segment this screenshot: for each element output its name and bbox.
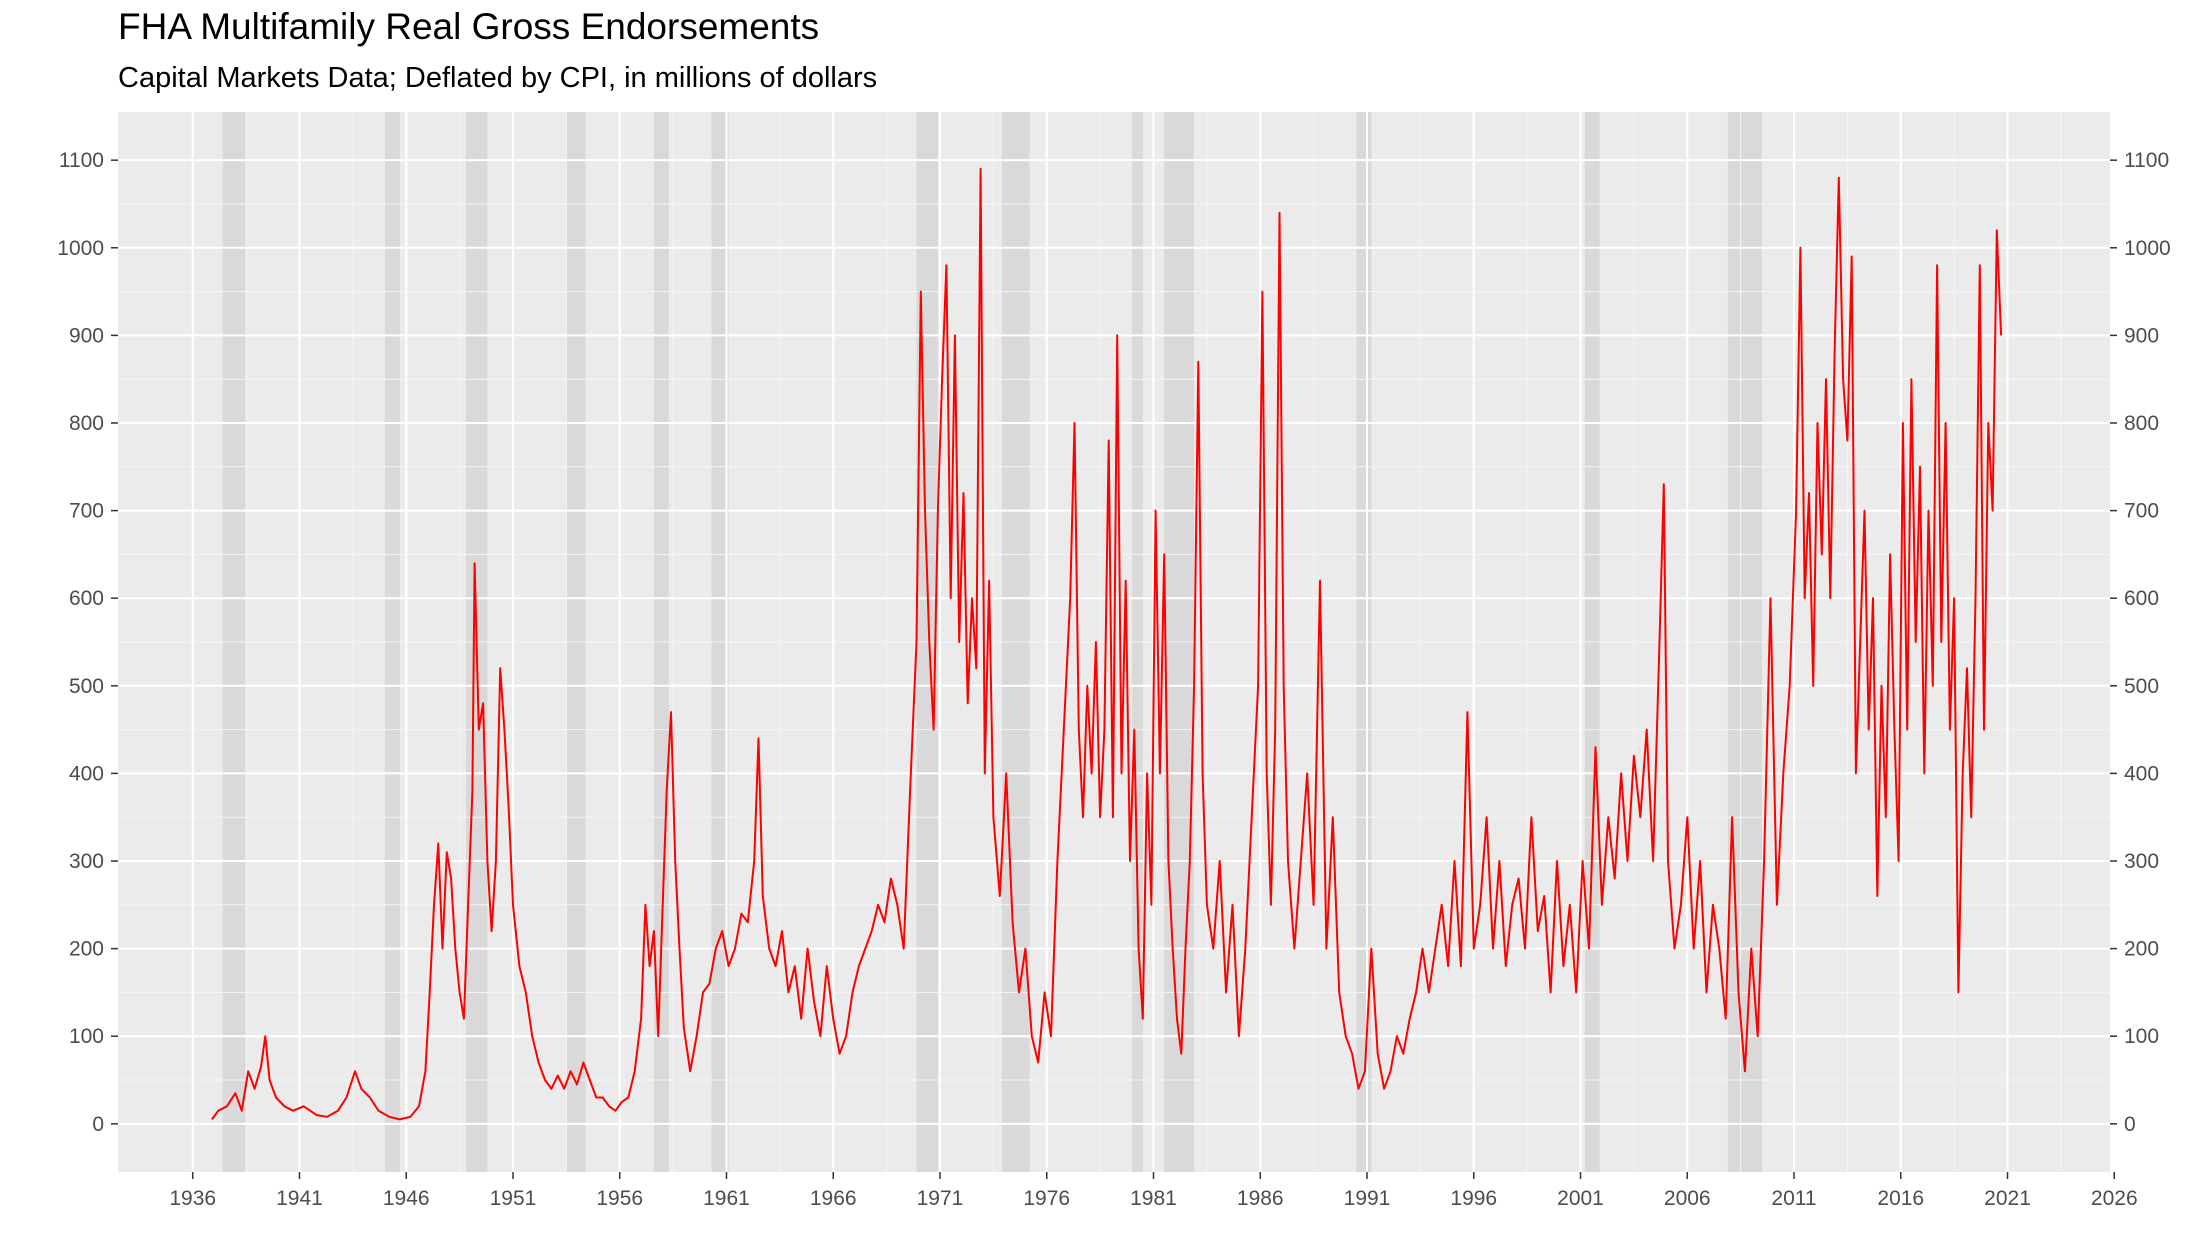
y-tick-label-left: 1000: [57, 237, 104, 260]
x-tick-label: 1986: [1237, 1187, 1284, 1210]
y-tick-label-left: 100: [69, 1025, 104, 1048]
x-tick-label: 2016: [1877, 1187, 1924, 1210]
y-tick-label-right: 400: [2124, 762, 2159, 785]
y-tick-label-left: 600: [69, 587, 104, 610]
y-tick-label-right: 200: [2124, 938, 2159, 961]
y-tick-label-left: 800: [69, 412, 104, 435]
x-tick-label: 1946: [383, 1187, 430, 1210]
chart-subtitle: Capital Markets Data; Deflated by CPI, i…: [118, 62, 878, 94]
y-tick-label-right: 700: [2124, 500, 2159, 523]
chart-title: FHA Multifamily Real Gross Endorsements: [118, 6, 820, 47]
y-tick-label-left: 500: [69, 675, 104, 698]
x-tick-label: 1996: [1450, 1187, 1497, 1210]
x-tick-label: 2026: [2091, 1187, 2138, 1210]
x-tick-label: 2021: [1984, 1187, 2031, 1210]
y-tick-label-left: 700: [69, 500, 104, 523]
x-tick-label: 1936: [169, 1187, 216, 1210]
x-tick-label: 2006: [1664, 1187, 1711, 1210]
x-tick-label: 1976: [1023, 1187, 1070, 1210]
y-tick-label-right: 900: [2124, 324, 2159, 347]
y-tick-label-right: 100: [2124, 1025, 2159, 1048]
series-line: [211, 167, 2003, 1121]
y-tick-label-right: 500: [2124, 675, 2159, 698]
y-tick-label-left: 900: [69, 324, 104, 347]
x-tick-label: 1951: [490, 1187, 537, 1210]
y-tick-label-left: 0: [92, 1113, 104, 1136]
y-tick-label-right: 600: [2124, 587, 2159, 610]
x-tick-label: 1991: [1344, 1187, 1391, 1210]
y-tick-label-left: 300: [69, 850, 104, 873]
y-tick-label-right: 0: [2124, 1113, 2136, 1136]
x-tick-label: 1961: [703, 1187, 750, 1210]
x-tick-label: 1956: [596, 1187, 643, 1210]
y-tick-label-left: 1100: [59, 149, 104, 172]
y-tick-label-left: 200: [69, 938, 104, 961]
x-tick-label: 1941: [276, 1187, 323, 1210]
y-tick-label-right: 800: [2124, 412, 2159, 435]
x-tick-label: 2001: [1557, 1187, 1604, 1210]
x-tick-label: 1981: [1130, 1187, 1177, 1210]
x-tick-label: 1966: [810, 1187, 857, 1210]
y-tick-label-right: 1000: [2124, 237, 2171, 260]
y-tick-label-left: 400: [69, 762, 104, 785]
y-tick-label-right: 300: [2124, 850, 2159, 873]
y-tick-label-right: 1100: [2124, 149, 2169, 172]
x-tick-label: 2011: [1771, 1187, 1816, 1210]
x-tick-label: 1971: [917, 1187, 964, 1210]
